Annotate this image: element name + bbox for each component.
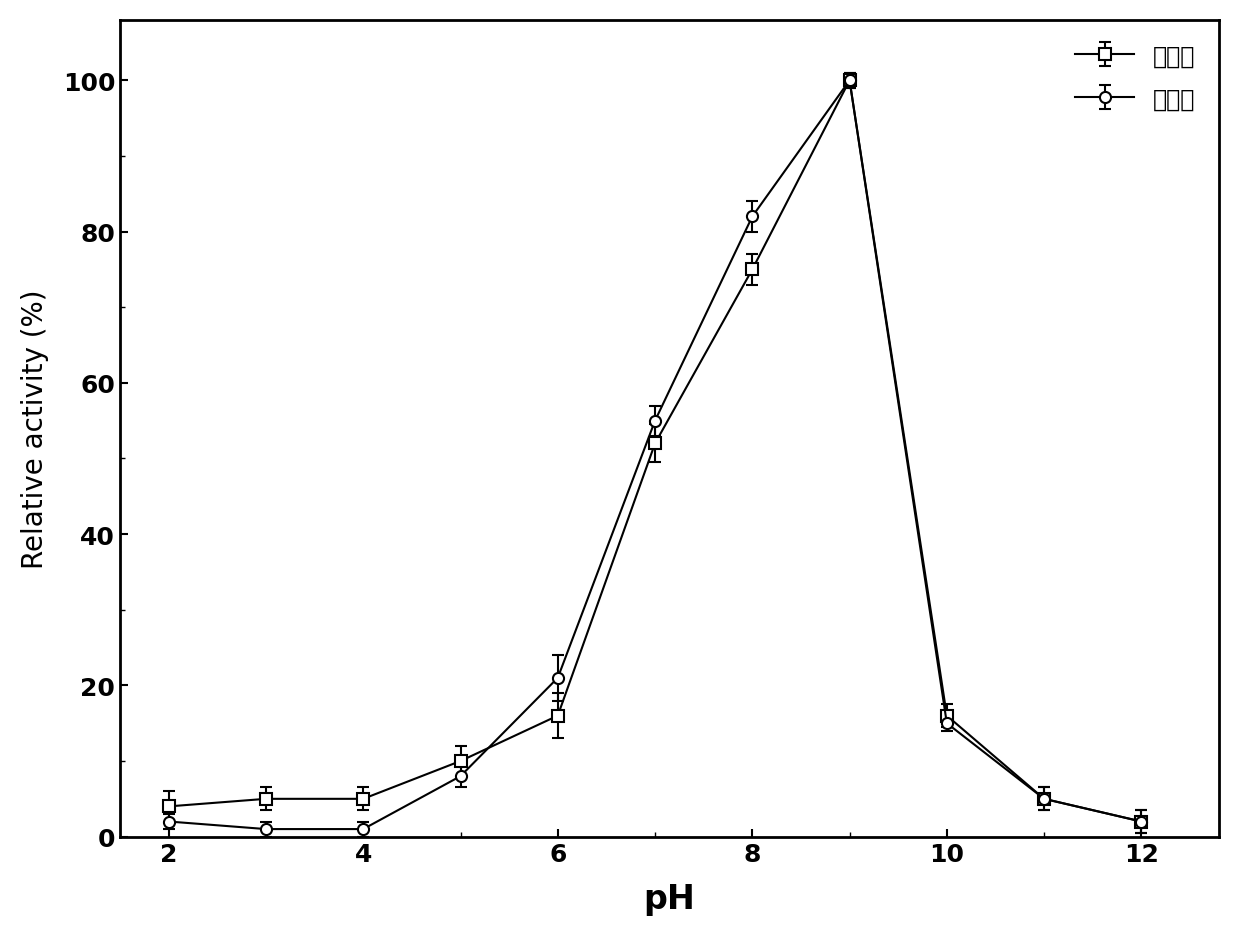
Y-axis label: Relative activity (%): Relative activity (%) xyxy=(21,289,48,568)
X-axis label: pH: pH xyxy=(644,883,696,915)
Legend: 突变前, 突变后: 突变前, 突变后 xyxy=(1064,33,1208,123)
